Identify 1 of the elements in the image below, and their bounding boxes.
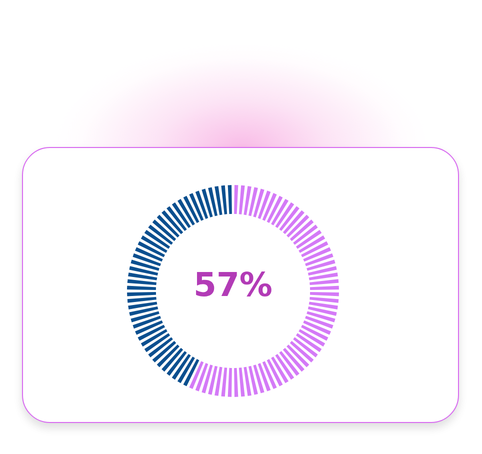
data-label: 57% xyxy=(194,265,272,304)
